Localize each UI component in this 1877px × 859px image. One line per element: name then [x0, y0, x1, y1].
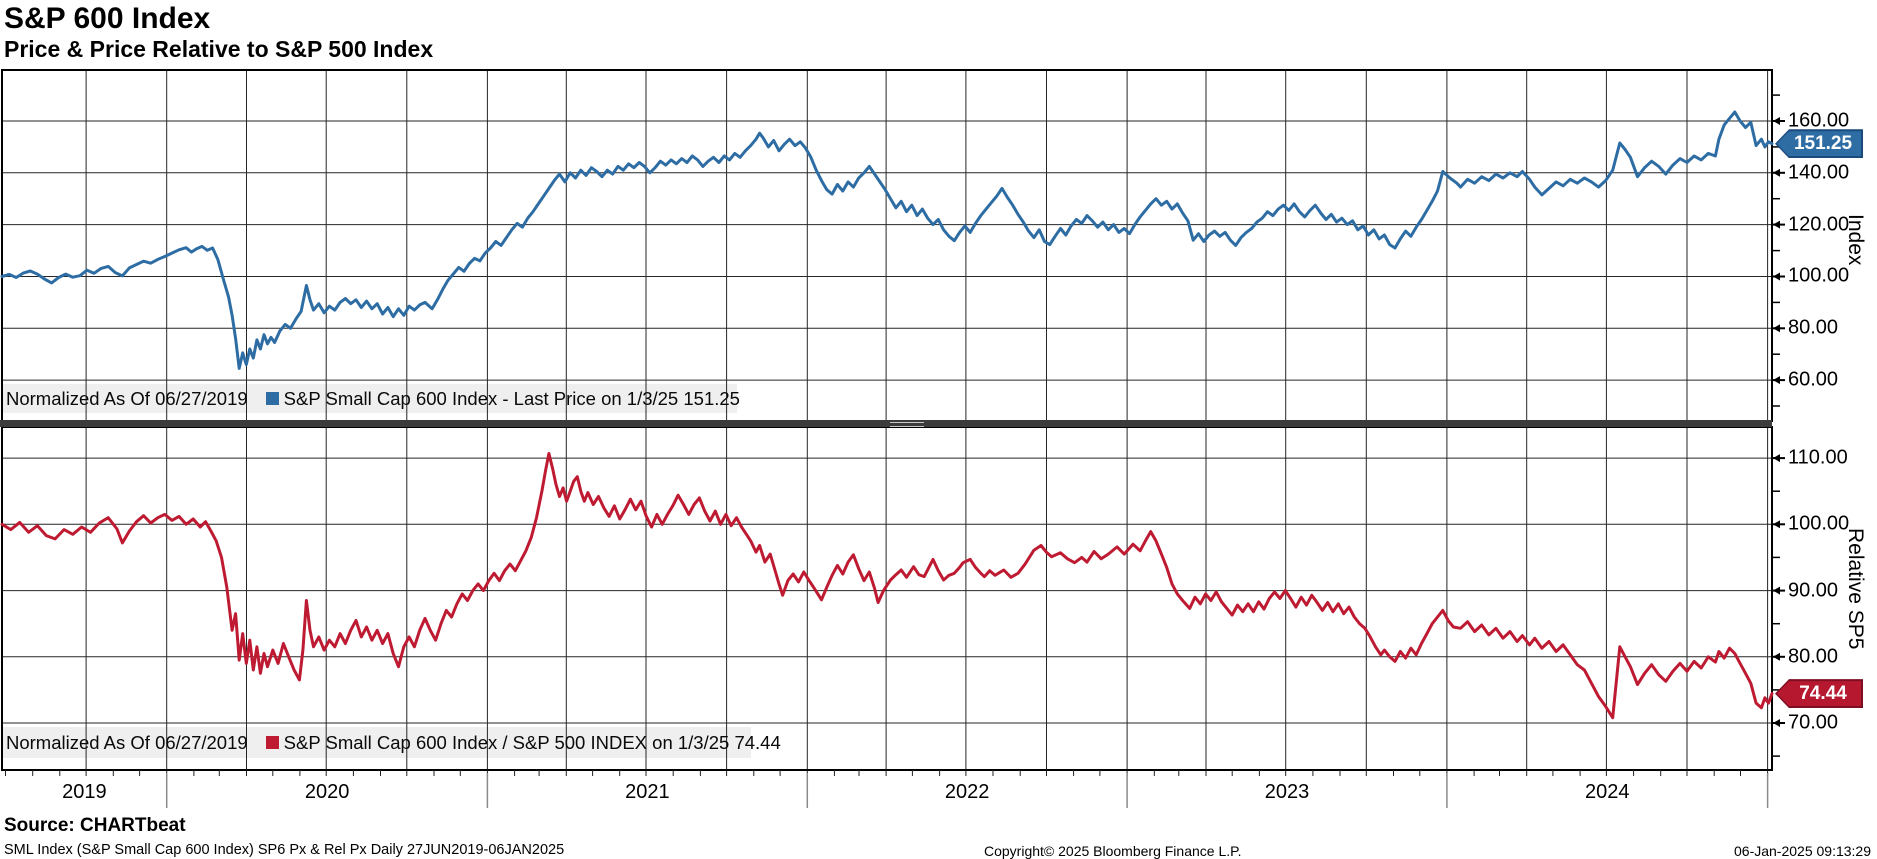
splitter-grip-icon[interactable]	[890, 422, 924, 427]
last-price-badge-value: 151.25	[1777, 131, 1861, 157]
legend-series-label: S&P Small Cap 600 Index / S&P 500 INDEX …	[283, 731, 781, 753]
page-title: S&P 600 Index	[4, 2, 211, 35]
legend-normalized-label: Normalized As Of 06/27/2019	[6, 387, 248, 409]
y-axis-title-index: Index	[1844, 214, 1867, 266]
last-relative-badge-value: 74.44	[1777, 681, 1861, 707]
footer-copyright: Copyright© 2025 Bloomberg Finance L.P.	[984, 843, 1242, 859]
red-series-swatch-icon	[265, 736, 279, 749]
footer-timestamp: 06-Jan-2025 09:13:29	[1734, 843, 1871, 859]
legend-normalized-label: Normalized As Of 06/27/2019	[6, 731, 248, 753]
blue-series-swatch-icon	[265, 392, 279, 405]
legend-price: Normalized As Of 06/27/2019 S&P Small Ca…	[6, 384, 740, 413]
legend-series-label: S&P Small Cap 600 Index - Last Price on …	[283, 387, 740, 409]
legend-relative: Normalized As Of 06/27/2019 S&P Small Ca…	[6, 728, 781, 757]
page-subtitle: Price & Price Relative to S&P 500 Index	[4, 36, 434, 62]
last-price-badge: 151.25	[1775, 129, 1863, 159]
panel-splitter[interactable]	[0, 420, 1772, 427]
y-axis-title-relative: Relative SP5	[1844, 528, 1867, 650]
footer-description: SML Index (S&P Small Cap 600 Index) SP6 …	[4, 842, 565, 858]
last-relative-badge: 74.44	[1775, 679, 1863, 709]
footer-source: Source: CHARTbeat	[4, 815, 186, 836]
